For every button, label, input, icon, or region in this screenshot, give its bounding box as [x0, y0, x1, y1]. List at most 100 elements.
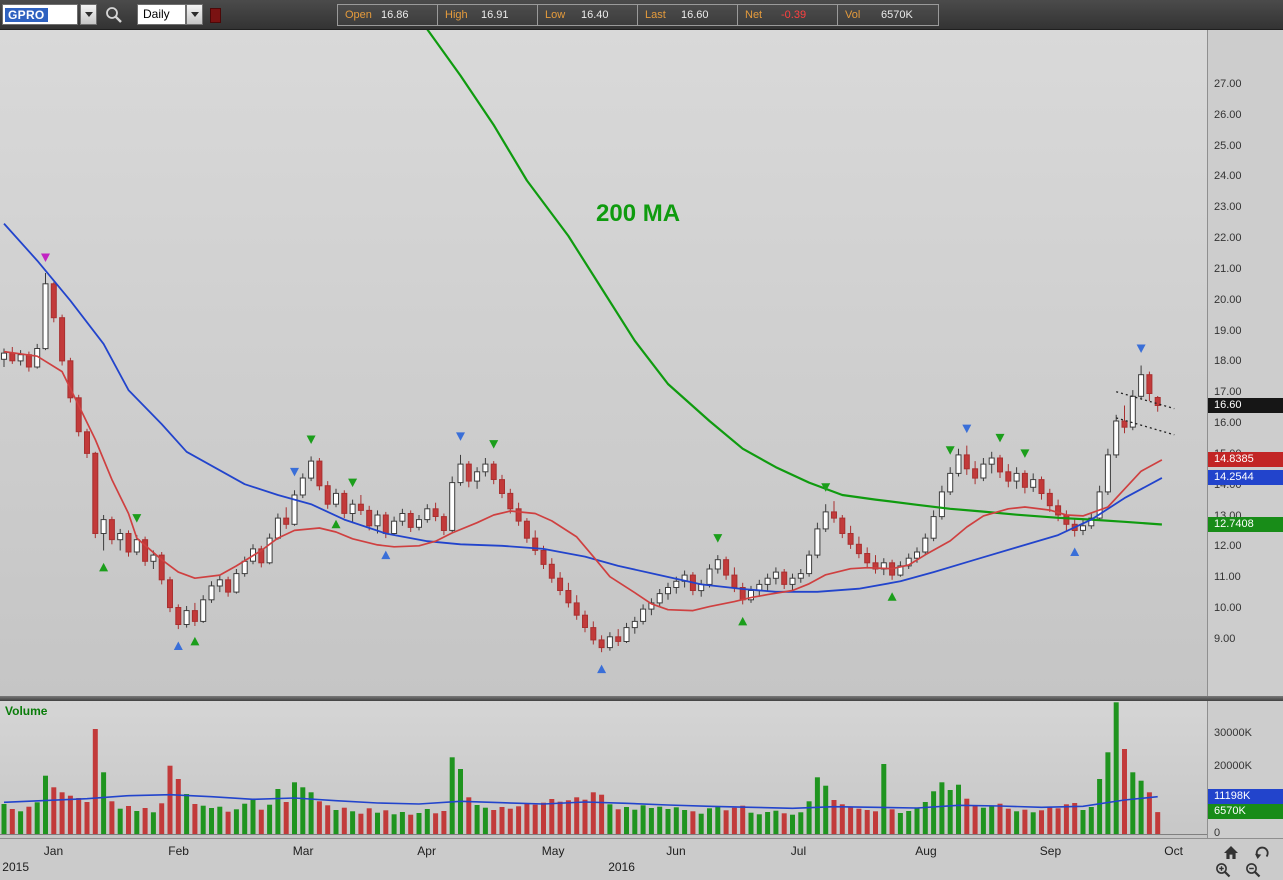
zoom-out-button[interactable] — [1245, 861, 1265, 879]
volume-bar — [76, 798, 82, 834]
signal-marker — [489, 440, 499, 449]
candle — [1021, 472, 1028, 488]
volume-bar — [773, 810, 779, 834]
month-label: Feb — [168, 844, 189, 858]
volume-bar — [18, 811, 24, 834]
candle — [1005, 471, 1012, 482]
price-tick-label: 24.00 — [1214, 170, 1242, 183]
volume-bar — [715, 806, 721, 834]
volume-bar — [192, 804, 198, 834]
candle — [855, 543, 862, 555]
volume-bar — [731, 807, 737, 834]
volume-bar — [142, 808, 148, 834]
candle — [548, 563, 555, 579]
time-axis[interactable]: Jan Feb Mar Apr May Jun Jul Aug Sep Oct 2015 2016 — [0, 839, 1207, 880]
volume-bar — [1105, 752, 1111, 834]
volume-bar — [756, 814, 762, 834]
reset-view-button[interactable] — [1253, 843, 1273, 861]
volume-bar — [267, 804, 273, 834]
volume-bar — [391, 814, 397, 834]
volume-bar — [258, 809, 264, 834]
symbol-input[interactable]: GPRO — [2, 4, 78, 25]
symbol-dropdown-button[interactable] — [80, 4, 97, 25]
volume-bar — [399, 812, 405, 834]
quote-low: Low 16.40 — [538, 5, 638, 25]
candle — [50, 283, 57, 319]
volume-bar — [482, 807, 488, 834]
signal-marker — [1070, 547, 1080, 557]
volume-bar — [1014, 811, 1020, 834]
candle — [266, 537, 273, 564]
candle — [499, 479, 505, 495]
volume-bar — [873, 811, 878, 834]
price-tick-label: 12.00 — [1214, 540, 1242, 553]
month-label: Jan — [43, 844, 64, 858]
volume-bar — [350, 811, 356, 834]
volume-bar — [167, 765, 173, 834]
volume-bar — [648, 808, 654, 834]
candle — [806, 554, 813, 575]
price-chart[interactable]: 200 MA — [0, 30, 1207, 696]
volume-bar — [51, 787, 57, 834]
candle — [1154, 397, 1161, 406]
volume-bar — [839, 804, 845, 834]
volume-tick-label: 20000K — [1214, 760, 1252, 773]
pane-divider[interactable] — [0, 696, 1283, 701]
candle — [1038, 479, 1045, 495]
zoom-in-button[interactable] — [1215, 861, 1235, 879]
candle — [100, 519, 107, 535]
volume-chart[interactable]: Volume — [0, 701, 1207, 838]
candle — [133, 539, 140, 553]
volume-bar — [557, 801, 563, 834]
candle — [1096, 491, 1103, 519]
ma-line — [3, 222, 1163, 593]
candle — [590, 627, 597, 641]
volume-bar — [906, 811, 912, 834]
candle — [225, 579, 232, 593]
price-axis[interactable]: 27.00 26.00 25.00 24.00 23.00 22.00 21.00 20.00… — [1207, 30, 1283, 696]
volume-bar — [1, 804, 7, 834]
volume-bar — [1146, 792, 1152, 834]
volume-bar — [433, 813, 439, 834]
volume-bar — [26, 806, 32, 834]
candle — [490, 463, 497, 481]
volume-bar — [516, 806, 522, 834]
price-tag: 16.60 — [1208, 397, 1283, 413]
link-color-box[interactable] — [210, 8, 221, 23]
volume-axis[interactable]: 30000K 20000K 0 11198K 6570K — [1207, 701, 1283, 838]
volume-bar — [43, 775, 48, 834]
volume-bar — [441, 811, 447, 834]
candle — [399, 513, 406, 522]
volume-bar — [673, 807, 679, 834]
candle — [582, 614, 588, 629]
quote-volume: Vol 6570K — [845, 9, 913, 21]
volume-bar — [640, 805, 646, 834]
price-tick-label: 9.00 — [1214, 632, 1236, 645]
candle — [1080, 525, 1086, 531]
volume-bar — [366, 808, 372, 834]
timeframe-dropdown-button[interactable] — [186, 4, 203, 25]
candle — [1121, 420, 1128, 428]
candle — [905, 557, 912, 567]
volume-bar — [814, 777, 820, 834]
candle — [416, 519, 422, 528]
price-tick-label: 25.00 — [1214, 139, 1242, 152]
candle — [930, 516, 937, 539]
volume-tag: 6570K — [1208, 804, 1283, 820]
candle — [258, 548, 265, 564]
signal-marker — [290, 467, 299, 477]
candle — [507, 492, 514, 510]
volume-bar — [275, 789, 281, 834]
signal-marker — [821, 483, 831, 492]
ma-annotation: 200 MA — [596, 200, 681, 227]
home-button[interactable] — [1223, 843, 1243, 861]
volume-bar — [134, 811, 140, 834]
candle — [540, 550, 547, 565]
volume-bar — [964, 798, 970, 834]
volume-bar — [765, 812, 771, 834]
timeframe-select[interactable]: Daily — [137, 4, 186, 25]
ma-line — [426, 30, 1162, 526]
volume-bar — [242, 803, 248, 834]
search-button[interactable] — [104, 4, 128, 26]
signal-marker — [962, 424, 972, 434]
